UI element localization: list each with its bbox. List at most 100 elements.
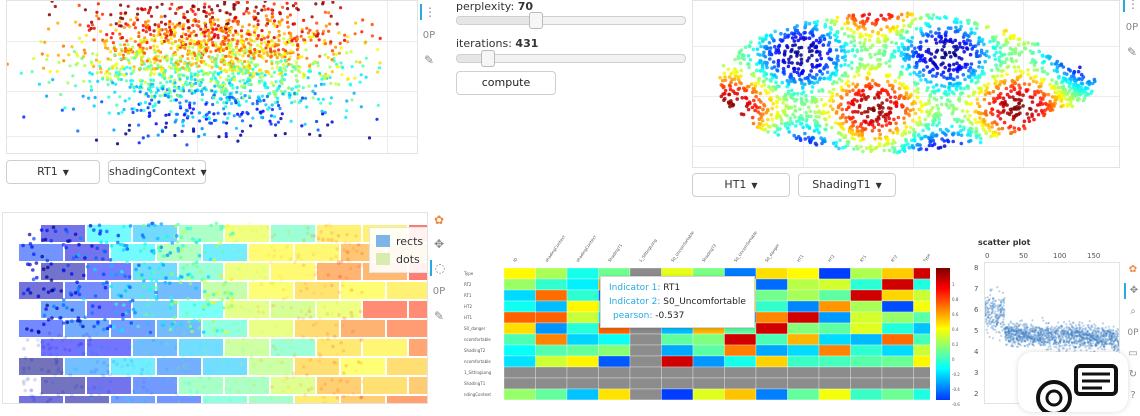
scatter-dot bbox=[89, 393, 93, 397]
tsne-point bbox=[786, 64, 791, 69]
scatter-point bbox=[260, 75, 264, 79]
heatmap-cell[interactable] bbox=[535, 278, 568, 291]
brick-rect bbox=[387, 320, 427, 337]
scatter-dot bbox=[340, 324, 345, 328]
scatter-point bbox=[48, 69, 52, 74]
scatter-point bbox=[178, 77, 182, 81]
heatmap-cell[interactable] bbox=[787, 267, 820, 280]
tsne-point bbox=[916, 81, 920, 86]
tsne-point bbox=[813, 76, 818, 81]
heatmap-cell[interactable] bbox=[755, 278, 788, 291]
x-axis-dropdown[interactable]: RT1 ▼ bbox=[6, 160, 100, 184]
perplexity-slider[interactable] bbox=[456, 12, 686, 29]
tsne-point bbox=[1002, 32, 1006, 37]
scatter-point bbox=[264, 59, 268, 63]
heatmap-cell[interactable] bbox=[755, 267, 788, 280]
reset-tool-icon[interactable]: 0P bbox=[422, 30, 436, 41]
tsne-point bbox=[954, 48, 958, 52]
tsne-point bbox=[801, 69, 805, 73]
tsne-point bbox=[878, 132, 882, 137]
scatter-dot bbox=[204, 353, 209, 358]
scatter-dot bbox=[48, 397, 53, 402]
scatter-point bbox=[148, 89, 153, 93]
scatter-dot bbox=[224, 330, 228, 334]
tsne-point bbox=[786, 92, 791, 96]
tsne-x-dropdown[interactable]: HT1 ▼ bbox=[692, 173, 790, 197]
tsne-point bbox=[860, 14, 865, 18]
heatmap-cell[interactable] bbox=[566, 278, 599, 291]
scatter-plot-top-left[interactable] bbox=[6, 0, 418, 154]
tsne-point bbox=[785, 44, 789, 48]
tsne-point bbox=[1012, 86, 1016, 90]
heatmap-cell[interactable] bbox=[913, 267, 931, 280]
pan-tool-icon[interactable]: ✥ bbox=[433, 237, 445, 251]
scatter-dot bbox=[141, 385, 146, 390]
heatmap-cell[interactable] bbox=[787, 278, 820, 291]
scatter-point bbox=[286, 7, 290, 11]
legend-item-rects[interactable]: rects bbox=[376, 232, 423, 250]
heatmap-cell[interactable] bbox=[503, 267, 536, 280]
tsne-point bbox=[855, 99, 859, 103]
heatmap-cell[interactable] bbox=[535, 267, 568, 280]
heatmap-cell[interactable] bbox=[881, 267, 914, 280]
rects-dots-plot[interactable]: rects dots bbox=[2, 212, 428, 404]
tsne-point bbox=[882, 38, 887, 42]
tsne-point bbox=[781, 38, 785, 42]
iterations-slider-handle[interactable] bbox=[480, 50, 495, 67]
edit-tool-icon[interactable]: ✎ bbox=[423, 53, 435, 67]
tsne-scatter-plot[interactable] bbox=[692, 0, 1120, 168]
lasso-tool-icon[interactable]: ◌ bbox=[430, 260, 448, 276]
tsne-point bbox=[944, 133, 948, 137]
edit-tool-icon[interactable]: ✎ bbox=[433, 309, 445, 323]
scatter-point bbox=[187, 34, 191, 38]
scatter-point bbox=[183, 46, 187, 51]
brick-rect bbox=[65, 358, 109, 375]
tsne-point bbox=[928, 94, 932, 99]
scatter-point bbox=[275, 56, 279, 60]
tsne-point bbox=[916, 90, 920, 95]
tsne-point bbox=[934, 98, 939, 102]
scatter-dot bbox=[239, 305, 244, 309]
scatter-dot bbox=[158, 249, 162, 253]
tsne-point bbox=[861, 88, 865, 93]
brick-rect bbox=[157, 282, 201, 299]
tsne-point bbox=[911, 107, 915, 112]
color-dropdown[interactable]: shadingContext ▼ bbox=[108, 160, 207, 184]
heatmap-cell[interactable] bbox=[818, 267, 851, 280]
tsne-point bbox=[865, 75, 869, 80]
heatmap-cell[interactable] bbox=[818, 278, 851, 291]
perplexity-slider-handle[interactable] bbox=[528, 12, 543, 29]
tsne-point bbox=[872, 66, 876, 70]
scatter-dot bbox=[169, 295, 173, 300]
tsne-point bbox=[944, 53, 948, 57]
scatter-point bbox=[272, 19, 277, 23]
tsne-point bbox=[958, 45, 962, 49]
iterations-slider[interactable] bbox=[456, 50, 686, 67]
scatter-point bbox=[361, 64, 365, 68]
scatter-dot bbox=[161, 236, 166, 240]
pan-tool-icon[interactable]: ⋮ bbox=[1123, 0, 1140, 12]
scatter-point bbox=[158, 73, 162, 77]
heatmap-cell[interactable] bbox=[850, 267, 883, 280]
scatter-dot bbox=[78, 347, 83, 352]
edit-tool-icon[interactable]: ✎ bbox=[1126, 45, 1138, 59]
scatter-point bbox=[233, 67, 237, 72]
tsne-point bbox=[811, 27, 815, 32]
reset-tool-icon[interactable]: 0P bbox=[1125, 22, 1139, 33]
heatmap-cell[interactable] bbox=[566, 267, 599, 280]
tsne-point bbox=[881, 106, 885, 110]
scatter-dot bbox=[108, 324, 113, 328]
tsne-point bbox=[768, 78, 773, 82]
pan-tool-icon[interactable]: ⋮ bbox=[420, 4, 438, 20]
reset-tool-icon[interactable]: 0P bbox=[432, 286, 446, 297]
scatter-point bbox=[234, 101, 238, 105]
tsne-point bbox=[884, 123, 889, 127]
heatmap-cell[interactable] bbox=[503, 278, 536, 291]
tsne-point bbox=[976, 42, 981, 46]
scatter-point bbox=[312, 32, 317, 37]
tsne-color-dropdown[interactable]: ShadingT1 ▼ bbox=[798, 173, 896, 197]
scatter-dot bbox=[106, 363, 111, 368]
scatter-point bbox=[280, 82, 284, 86]
compute-button[interactable]: compute bbox=[456, 71, 556, 95]
legend-item-dots[interactable]: dots bbox=[376, 250, 423, 268]
